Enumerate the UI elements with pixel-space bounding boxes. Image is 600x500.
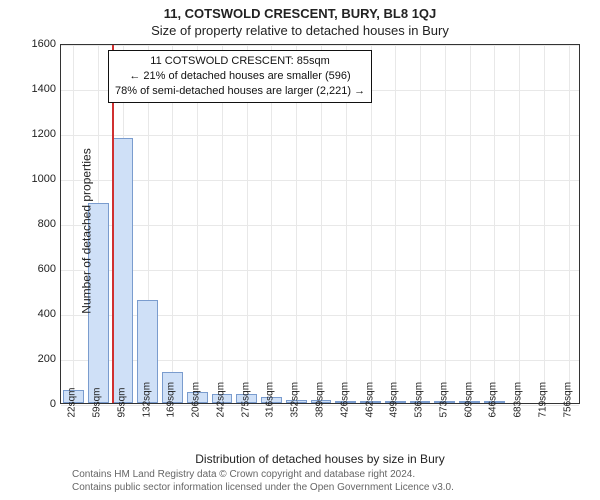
- y-tick-label: 0: [26, 398, 56, 410]
- y-tick-label: 200: [26, 353, 56, 365]
- y-tick-label: 1600: [26, 38, 56, 50]
- y-axis-label: Number of detached properties: [80, 148, 94, 313]
- grid-vertical: [445, 45, 446, 403]
- histogram-bar: [113, 138, 134, 404]
- y-tick-label: 1200: [26, 128, 56, 140]
- chart-container: 11, COTSWOLD CRESCENT, BURY, BL8 1QJ Siz…: [0, 0, 600, 500]
- grid-horizontal: [61, 45, 579, 46]
- grid-vertical: [73, 45, 74, 403]
- grid-vertical: [470, 45, 471, 403]
- y-tick-label: 800: [26, 218, 56, 230]
- grid-horizontal: [61, 135, 579, 136]
- annotation-line2: ← 21% of detached houses are smaller (59…: [115, 69, 365, 84]
- grid-horizontal: [61, 225, 579, 226]
- grid-vertical: [494, 45, 495, 403]
- x-axis-label: Distribution of detached houses by size …: [60, 452, 580, 466]
- annotation-line1: 11 COTSWOLD CRESCENT: 85sqm: [115, 54, 365, 69]
- annotation-line3: 78% of semi-detached houses are larger (…: [115, 84, 365, 99]
- footer-attribution: Contains HM Land Registry data © Crown c…: [72, 468, 454, 494]
- y-tick-label: 600: [26, 263, 56, 275]
- annotation-box: 11 COTSWOLD CRESCENT: 85sqm ← 21% of det…: [108, 50, 372, 103]
- grid-vertical: [395, 45, 396, 403]
- chart-title-subtitle: Size of property relative to detached ho…: [0, 21, 600, 38]
- grid-horizontal: [61, 270, 579, 271]
- chart-title-address: 11, COTSWOLD CRESCENT, BURY, BL8 1QJ: [0, 0, 600, 21]
- footer-line1: Contains HM Land Registry data © Crown c…: [72, 468, 454, 481]
- footer-line2: Contains public sector information licen…: [72, 481, 454, 494]
- grid-vertical: [569, 45, 570, 403]
- grid-vertical: [519, 45, 520, 403]
- grid-vertical: [420, 45, 421, 403]
- y-tick-label: 1000: [26, 173, 56, 185]
- grid-vertical: [544, 45, 545, 403]
- y-tick-label: 400: [26, 308, 56, 320]
- grid-horizontal: [61, 180, 579, 181]
- y-tick-label: 1400: [26, 83, 56, 95]
